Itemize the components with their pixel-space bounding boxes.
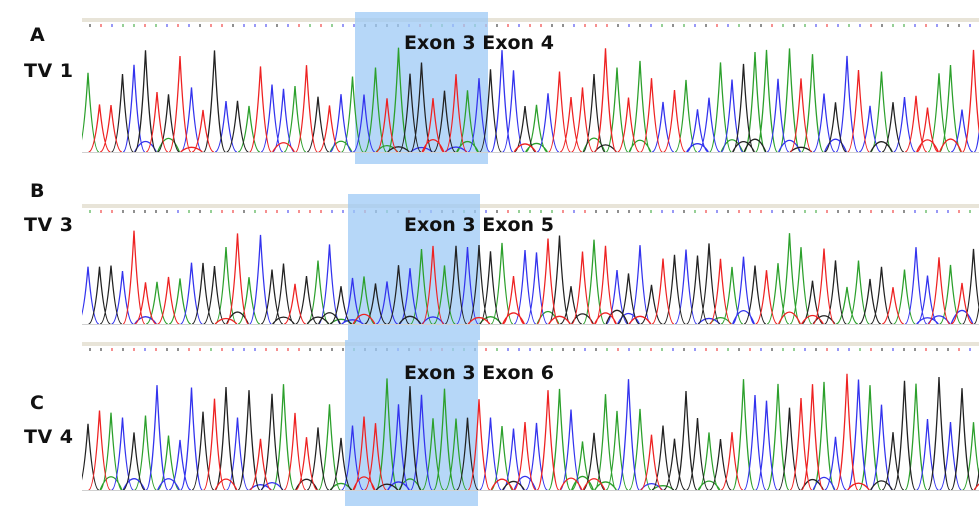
trace-toolbar-strip	[82, 204, 979, 208]
panel-a-variant-label: TV 1	[24, 60, 74, 82]
trace-toolbar-strip	[82, 18, 979, 22]
trace-t-signal	[122, 230, 974, 325]
trace-g-signal	[88, 235, 979, 325]
chromatogram-panel-b-svg	[82, 194, 979, 340]
junction-label-panel-a: Exon 3 Exon 4	[404, 32, 554, 54]
trace-c-signal	[82, 234, 974, 325]
trace-a-signal	[99, 378, 979, 491]
chromatogram-panel-c	[82, 340, 979, 506]
chromatogram-panel-a	[82, 12, 979, 164]
chromatogram-panel-b	[82, 194, 979, 340]
panel-c-variant-label: TV 4	[24, 426, 74, 448]
panel-a-letter: A	[30, 24, 46, 46]
chromatogram-panel-c-svg	[82, 340, 979, 506]
panel-b-letter: B	[30, 180, 45, 202]
junction-label-panel-b: Exon 3 Exon 5	[404, 214, 554, 236]
trace-c-signal	[111, 379, 962, 491]
panel-c-letter: C	[30, 392, 45, 414]
trace-g-signal	[82, 376, 979, 491]
trace-toolbar-strip	[82, 342, 979, 346]
trace-t-signal	[88, 373, 979, 491]
trace-g-signal	[111, 50, 905, 153]
chromatogram-panel-a-svg	[82, 12, 979, 164]
trace-a-signal	[145, 233, 962, 325]
panel-b-variant-label: TV 3	[24, 214, 74, 236]
trace-t-signal	[88, 48, 979, 153]
trace-a-signal	[82, 47, 962, 153]
trace-c-signal	[122, 50, 979, 153]
junction-label-panel-c: Exon 3 Exon 6	[404, 362, 554, 384]
